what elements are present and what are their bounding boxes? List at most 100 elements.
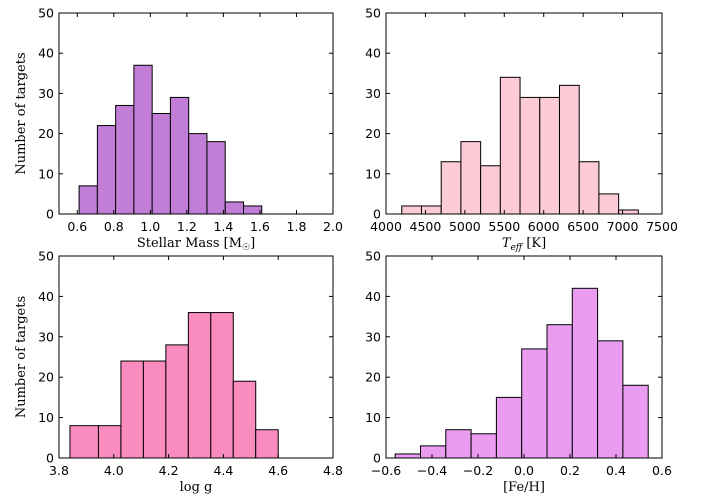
- x-tick-label: 6500: [567, 219, 599, 234]
- histogram-bar: [420, 205, 442, 215]
- x-tick-label: 4000: [370, 219, 402, 234]
- histogram-bar: [69, 425, 99, 459]
- y-tick-label: 40: [365, 289, 381, 304]
- histogram-bar: [460, 141, 482, 215]
- y-axis-label: Number of targets: [14, 52, 29, 174]
- histogram-panel-1: 0.6 0.8 1.0 1.2 1.4 1.6 1.8 2.0 0 10 20 30 40 50 Stell…: [14, 6, 343, 254]
- histogram-bar: [539, 96, 560, 215]
- histogram-bar: [142, 360, 167, 459]
- x-tick-label: 1.2: [177, 219, 197, 234]
- histogram-bar: [597, 340, 624, 459]
- y-tick-label: 40: [38, 289, 54, 304]
- histogram-bar: [242, 205, 263, 215]
- histogram-bar: [210, 312, 234, 459]
- x-tick-label: 4.4: [213, 463, 233, 478]
- histogram-bar: [169, 96, 190, 215]
- histogram-panel-2: 4000 4500 5000 5500 6000 6500 7000 7500 0 10 20 30 4…: [365, 6, 678, 254]
- y-tick-label: 0: [46, 207, 54, 222]
- histogram-bar: [188, 133, 208, 215]
- histogram-bar: [96, 125, 117, 215]
- x-tick-label: 2.0: [323, 219, 343, 234]
- histogram-bar: [578, 161, 600, 215]
- y-tick-label: 0: [373, 451, 381, 466]
- histogram-bar: [495, 396, 523, 459]
- y-tick-label: 10: [38, 166, 54, 181]
- x-tick-label: −0.6: [371, 463, 401, 478]
- histogram-bar: [571, 287, 599, 459]
- y-tick-label: 40: [38, 46, 54, 61]
- histogram-bar: [558, 84, 580, 215]
- histogram-bar: [440, 161, 462, 215]
- y-tick-label: 50: [38, 249, 54, 264]
- histogram-bar: [521, 348, 548, 459]
- x-tick-label: 0.6: [67, 219, 87, 234]
- histogram-panel-3: 3.8 4.0 4.2 4.4 4.6 4.8 0 10 20 30 40 50 log g Number…: [14, 249, 343, 496]
- x-tick-label: 5500: [488, 219, 520, 234]
- histogram-panel-4: −0.6 −0.4 −0.2 0.0 0.2 0.4 0.6 0 10 20 30 40 50 [Fe/H…: [365, 249, 672, 496]
- histogram-bar: [420, 445, 447, 459]
- x-tick-label: 1.8: [287, 219, 307, 234]
- x-tick-label: −0.2: [463, 463, 493, 478]
- x-tick-label: 0.0: [514, 463, 534, 478]
- x-axis-label: Teff [K]: [502, 236, 546, 253]
- x-tick-label: 1.0: [140, 219, 160, 234]
- axes-frame: [58, 255, 334, 459]
- histogram-bar: [165, 344, 189, 459]
- histogram-bar: [401, 205, 422, 215]
- histogram-bar: [120, 360, 144, 459]
- x-tick-label: 3.8: [49, 463, 69, 478]
- histogram-bar: [206, 141, 226, 215]
- y-tick-label: 40: [365, 46, 381, 61]
- y-tick-label: 50: [38, 6, 54, 21]
- histogram-bar: [499, 76, 521, 215]
- x-tick-label: 0.2: [560, 463, 580, 478]
- y-tick-label: 30: [365, 86, 381, 101]
- histogram-bar: [519, 96, 541, 215]
- x-tick-label: 1.4: [213, 219, 233, 234]
- y-tick-label: 10: [38, 410, 54, 425]
- histogram-bar: [546, 324, 573, 459]
- y-tick-label: 50: [365, 6, 381, 21]
- x-tick-label: 4.8: [323, 463, 343, 478]
- histogram-bar: [78, 185, 98, 215]
- x-tick-label: 6000: [528, 219, 560, 234]
- histogram-bar: [133, 64, 153, 215]
- histogram-bar: [232, 380, 257, 459]
- histogram-bar: [394, 453, 422, 459]
- x-tick-label: 4.2: [159, 463, 179, 478]
- histogram-bar: [115, 104, 135, 215]
- histogram-bar: [480, 165, 501, 215]
- x-tick-label: 0.4: [606, 463, 626, 478]
- y-tick-label: 10: [365, 410, 381, 425]
- histogram-bar: [151, 113, 171, 215]
- y-tick-label: 20: [365, 126, 381, 141]
- y-tick-label: 30: [365, 329, 381, 344]
- histogram-bar: [97, 425, 122, 459]
- x-tick-label: 0.8: [104, 219, 124, 234]
- histogram-bar: [598, 193, 620, 215]
- x-tick-label: 7500: [646, 219, 678, 234]
- y-axis-label: Number of targets: [14, 296, 29, 418]
- x-axis-label: [Fe/H]: [503, 480, 545, 495]
- x-tick-label: 4.0: [104, 463, 124, 478]
- axes-frame: [385, 12, 663, 215]
- y-tick-label: 20: [365, 370, 381, 385]
- histogram-bar: [445, 429, 472, 459]
- x-tick-label: 4500: [410, 219, 442, 234]
- histogram-bar: [470, 433, 497, 459]
- y-tick-label: 0: [373, 207, 381, 222]
- axes-frame: [58, 12, 334, 215]
- x-axis-label: Stellar Mass [M☉]: [137, 236, 255, 253]
- y-tick-label: 50: [365, 249, 381, 264]
- x-tick-label: 1.6: [250, 219, 270, 234]
- histogram-bar: [618, 209, 639, 215]
- x-tick-label: −0.4: [417, 463, 447, 478]
- histogram-bar: [224, 201, 244, 215]
- histogram-bar: [255, 429, 279, 459]
- y-tick-label: 10: [365, 166, 381, 181]
- y-tick-label: 30: [38, 86, 54, 101]
- y-tick-label: 20: [38, 126, 54, 141]
- y-tick-label: 30: [38, 329, 54, 344]
- histogram-bar: [622, 384, 649, 459]
- histogram-bar: [187, 312, 212, 459]
